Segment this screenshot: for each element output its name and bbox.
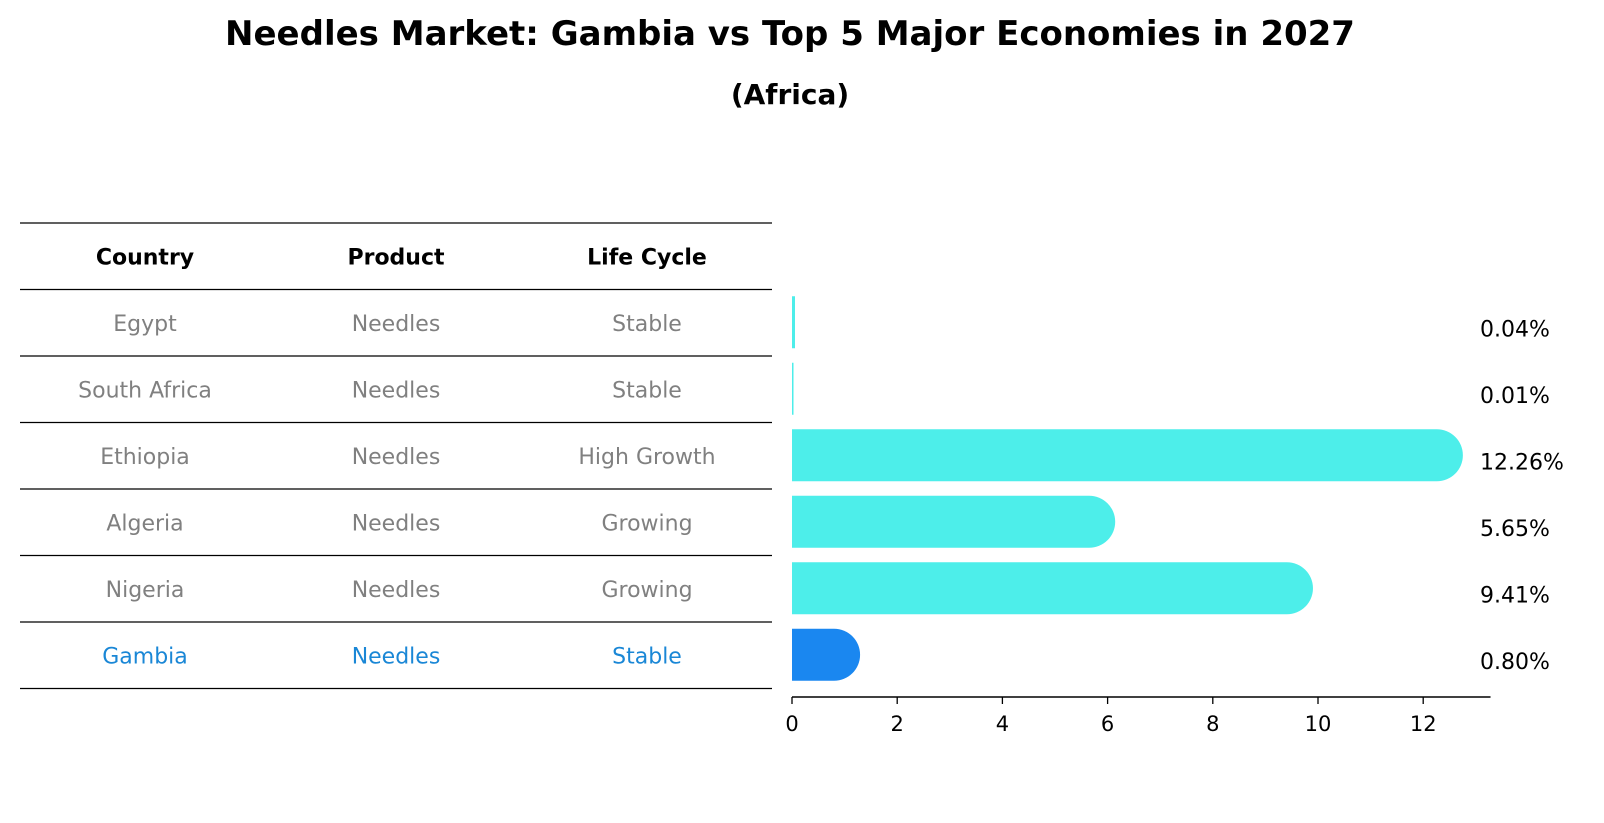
value-label: 0.80% (1480, 650, 1550, 675)
product-cell: Needles (352, 511, 441, 536)
life-cycle-cell: Stable (612, 378, 682, 403)
country-cell: Nigeria (106, 578, 185, 603)
chart-title: Needles Market: Gambia vs Top 5 Major Ec… (225, 14, 1355, 54)
bar-ethiopia (792, 429, 1463, 482)
product-cell: Needles (352, 644, 441, 669)
x-tick-label: 8 (1206, 712, 1219, 736)
product-cell: Needles (352, 378, 441, 403)
value-label: 5.65% (1480, 517, 1550, 542)
table-row: Ethiopia Needles High Growth (100, 445, 715, 470)
country-cell: South Africa (78, 378, 212, 403)
table-row: Algeria Needles Growing (106, 511, 692, 536)
life-cycle-cell: Growing (601, 511, 692, 536)
value-label: 9.41% (1480, 583, 1550, 608)
table-row: Egypt Needles Stable (113, 312, 682, 337)
life-cycle-cell: High Growth (578, 445, 715, 470)
x-tick-label: 4 (996, 712, 1009, 736)
country-cell: Ethiopia (100, 445, 190, 470)
x-tick-label: 0 (785, 712, 798, 736)
life-cycle-cell: Stable (612, 644, 682, 669)
bar-gambia (792, 628, 861, 681)
table-row: South Africa Needles Stable (78, 378, 682, 403)
table-row: Nigeria Needles Growing (106, 578, 693, 603)
product-cell: Needles (352, 312, 441, 337)
country-cell: Gambia (102, 644, 188, 669)
country-cell: Algeria (106, 511, 183, 536)
chart-subtitle: (Africa) (730, 78, 850, 111)
country-header: Country (96, 245, 194, 270)
table-row: Gambia Needles Stable (102, 644, 682, 669)
life-cycle-cell: Growing (601, 578, 692, 603)
life-cycle-header: Life Cycle (587, 245, 707, 270)
life-cycle-cell: Stable (612, 312, 682, 337)
bar-egypt (792, 296, 795, 349)
bar-algeria (792, 495, 1116, 548)
bar-south-africa (792, 362, 794, 415)
bar-nigeria (792, 562, 1313, 615)
value-label: 0.01% (1480, 384, 1550, 409)
x-tick-label: 6 (1101, 712, 1114, 736)
product-cell: Needles (352, 578, 441, 603)
x-tick-label: 12 (1410, 712, 1437, 736)
product-cell: Needles (352, 445, 441, 470)
value-label: 0.04% (1480, 317, 1550, 342)
value-label: 12.26% (1480, 450, 1564, 475)
x-tick-label: 10 (1305, 712, 1332, 736)
country-cell: Egypt (113, 312, 177, 337)
product-header: Product (347, 245, 445, 270)
x-tick-label: 2 (891, 712, 904, 736)
